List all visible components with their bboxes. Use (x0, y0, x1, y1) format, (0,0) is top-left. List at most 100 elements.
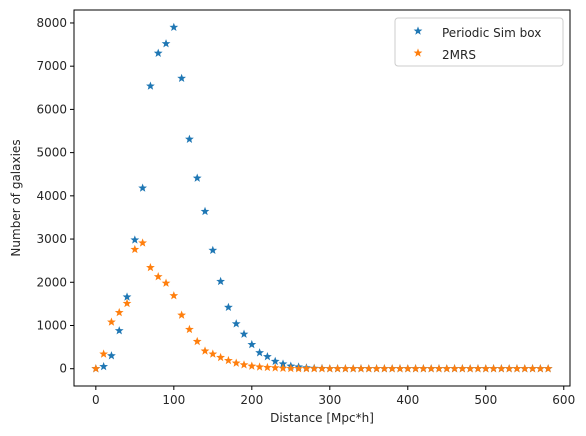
data-point (185, 324, 194, 334)
legend-label-2mrs: 2MRS (442, 48, 476, 62)
data-point (239, 329, 249, 338)
data-point (489, 364, 498, 373)
data-point (130, 244, 140, 254)
data-point (333, 364, 342, 373)
data-point (107, 317, 116, 326)
data-point (138, 183, 147, 192)
x-tick-label: 0 (92, 393, 100, 407)
y-tick-label: 2000 (36, 275, 67, 289)
data-point (107, 351, 116, 360)
data-point (153, 48, 163, 57)
y-tick-label: 7000 (36, 59, 67, 73)
data-point (450, 364, 459, 373)
x-tick-label: 300 (318, 393, 341, 407)
data-point (122, 292, 132, 301)
data-point (317, 364, 327, 373)
data-point (161, 278, 171, 287)
data-point (99, 349, 109, 358)
data-point (255, 362, 264, 371)
data-point (473, 364, 483, 373)
legend-marker (413, 26, 423, 35)
data-point (419, 364, 428, 373)
data-point (216, 276, 225, 286)
y-axis-label: Number of galaxies (9, 139, 23, 256)
data-point (161, 39, 171, 48)
data-point (239, 360, 249, 369)
legend-markers (413, 26, 423, 57)
data-point (458, 364, 467, 373)
data-point (114, 307, 124, 317)
y-tick-label: 5000 (36, 146, 67, 160)
legend: Periodic Sim box 2MRS (394, 17, 564, 67)
data-point (286, 363, 296, 373)
data-point (138, 238, 147, 247)
series-1 (91, 238, 553, 373)
plot-frame (73, 9, 571, 387)
x-axis-label: Distance [Mpc*h] (270, 411, 374, 425)
legend-marker (413, 48, 423, 57)
data-point (231, 358, 241, 367)
data-point (263, 352, 272, 361)
data-point (208, 245, 218, 255)
data-point (395, 364, 405, 373)
y-tick-label: 0 (59, 362, 67, 376)
data-point (153, 272, 163, 281)
data-point (380, 364, 389, 373)
data-point (520, 364, 530, 373)
data-point (278, 359, 288, 368)
x-tick-label: 100 (162, 393, 185, 407)
data-point (114, 326, 124, 335)
data-point (247, 339, 257, 349)
data-point (535, 364, 545, 373)
legend-label-periodic-sim-box: Periodic Sim box (442, 26, 541, 40)
data-point (543, 364, 553, 373)
data-point (216, 352, 225, 362)
data-point (356, 364, 366, 373)
data-point (426, 364, 436, 373)
data-point (185, 134, 194, 143)
data-point (278, 363, 288, 372)
x-tick-label: 500 (474, 393, 497, 407)
data-point (146, 262, 155, 272)
x-tick-label: 400 (396, 393, 419, 407)
data-point (325, 364, 335, 373)
data-point (372, 364, 381, 373)
y-tick-label: 8000 (36, 16, 67, 30)
data-point (208, 349, 218, 358)
data-point (442, 364, 452, 373)
x-tick-label: 200 (240, 393, 263, 407)
data-point (99, 361, 109, 371)
data-point (200, 346, 210, 355)
data-point (169, 291, 179, 300)
data-point (169, 22, 179, 32)
x-tick-label: 600 (552, 393, 575, 407)
data-point (497, 364, 506, 373)
y-tick-label: 3000 (36, 232, 67, 246)
data-point (270, 363, 280, 372)
data-point (348, 364, 358, 373)
data-point (434, 364, 444, 373)
data-point (411, 364, 420, 373)
data-point (247, 361, 257, 370)
data-point (177, 73, 186, 83)
y-tick-label: 6000 (36, 102, 67, 116)
data-point (481, 364, 491, 373)
data-point (387, 364, 397, 373)
data-point (122, 298, 132, 308)
data-points (91, 22, 553, 373)
data-point (309, 364, 319, 373)
data-point (528, 364, 537, 373)
data-point (224, 302, 233, 312)
data-point (231, 319, 241, 328)
data-point (364, 364, 374, 373)
legend-box (394, 17, 564, 67)
data-point (192, 336, 202, 346)
y-tick-label: 1000 (36, 318, 67, 332)
y-tick-label: 4000 (36, 189, 67, 203)
data-point (302, 364, 311, 373)
data-point (130, 235, 140, 244)
data-point (200, 206, 210, 216)
data-point (146, 81, 155, 90)
data-point (255, 348, 264, 357)
